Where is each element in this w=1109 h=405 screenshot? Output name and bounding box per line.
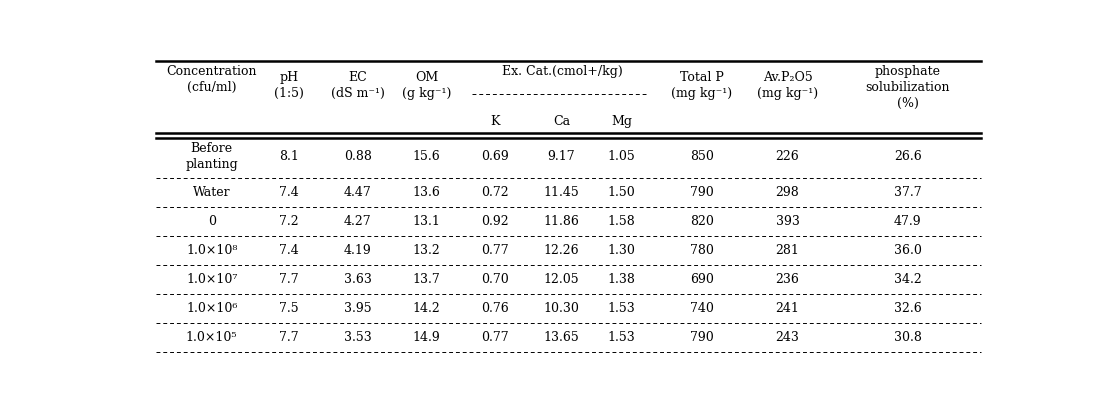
Text: EC: EC [348, 71, 367, 84]
Text: 1.53: 1.53 [608, 331, 635, 344]
Text: 7.5: 7.5 [279, 302, 298, 315]
Text: pH: pH [279, 71, 298, 84]
Text: 1.38: 1.38 [608, 273, 635, 286]
Text: 393: 393 [775, 215, 800, 228]
Text: 241: 241 [775, 302, 800, 315]
Text: Ex. Cat.(cmol+/kg): Ex. Cat.(cmol+/kg) [502, 66, 623, 79]
Text: 11.45: 11.45 [543, 186, 579, 199]
Text: 1.0×10⁷: 1.0×10⁷ [186, 273, 237, 286]
Text: 690: 690 [690, 273, 713, 286]
Text: 13.65: 13.65 [543, 331, 579, 344]
Text: 0.88: 0.88 [344, 151, 372, 164]
Text: Total P: Total P [680, 71, 723, 84]
Text: 7.2: 7.2 [279, 215, 298, 228]
Text: 1.0×10⁸: 1.0×10⁸ [186, 244, 237, 257]
Text: 26.6: 26.6 [894, 151, 922, 164]
Text: 226: 226 [775, 151, 800, 164]
Text: 0: 0 [207, 215, 215, 228]
Text: 13.6: 13.6 [413, 186, 440, 199]
Text: 790: 790 [690, 186, 713, 199]
Text: Concentration: Concentration [166, 66, 257, 79]
Text: 7.7: 7.7 [279, 331, 298, 344]
Text: 1.58: 1.58 [608, 215, 635, 228]
Text: 11.86: 11.86 [543, 215, 579, 228]
Text: 1.53: 1.53 [608, 302, 635, 315]
Text: 0.76: 0.76 [481, 302, 509, 315]
Text: 1.0×10⁶: 1.0×10⁶ [186, 302, 237, 315]
Text: Av.P₂O5: Av.P₂O5 [763, 71, 813, 84]
Text: 7.7: 7.7 [279, 273, 298, 286]
Text: 790: 790 [690, 331, 713, 344]
Text: phosphate: phosphate [875, 66, 940, 79]
Text: 4.47: 4.47 [344, 186, 372, 199]
Text: 740: 740 [690, 302, 713, 315]
Text: 3.53: 3.53 [344, 331, 372, 344]
Text: OM: OM [415, 71, 438, 84]
Text: 1.0×10⁵: 1.0×10⁵ [186, 331, 237, 344]
Text: 14.2: 14.2 [413, 302, 440, 315]
Text: 0.70: 0.70 [481, 273, 509, 286]
Text: 3.95: 3.95 [344, 302, 372, 315]
Text: 0.69: 0.69 [481, 151, 509, 164]
Text: 236: 236 [775, 273, 800, 286]
Text: Ca: Ca [553, 115, 570, 128]
Text: 820: 820 [690, 215, 713, 228]
Text: (cfu/ml): (cfu/ml) [187, 81, 236, 94]
Text: 780: 780 [690, 244, 713, 257]
Text: 0.72: 0.72 [481, 186, 509, 199]
Text: (1:5): (1:5) [274, 87, 304, 100]
Text: 3.63: 3.63 [344, 273, 372, 286]
Text: (mg kg⁻¹): (mg kg⁻¹) [671, 87, 732, 100]
Text: 34.2: 34.2 [894, 273, 922, 286]
Text: 13.1: 13.1 [413, 215, 440, 228]
Text: 12.26: 12.26 [543, 244, 579, 257]
Text: 0.77: 0.77 [481, 331, 509, 344]
Text: 14.9: 14.9 [413, 331, 440, 344]
Text: 47.9: 47.9 [894, 215, 922, 228]
Text: 0.77: 0.77 [481, 244, 509, 257]
Text: Mg: Mg [611, 115, 632, 128]
Text: 1.05: 1.05 [608, 151, 635, 164]
Text: solubilization: solubilization [866, 81, 950, 94]
Text: 30.8: 30.8 [894, 331, 922, 344]
Text: 13.7: 13.7 [413, 273, 440, 286]
Text: 243: 243 [775, 331, 800, 344]
Text: 7.4: 7.4 [279, 186, 299, 199]
Text: (dS m⁻¹): (dS m⁻¹) [330, 87, 385, 100]
Text: 1.30: 1.30 [608, 244, 635, 257]
Text: 4.27: 4.27 [344, 215, 372, 228]
Text: K: K [490, 115, 500, 128]
Text: 298: 298 [775, 186, 800, 199]
Text: 13.2: 13.2 [413, 244, 440, 257]
Text: 850: 850 [690, 151, 713, 164]
Text: 281: 281 [775, 244, 800, 257]
Text: 8.1: 8.1 [279, 151, 299, 164]
Text: 32.6: 32.6 [894, 302, 922, 315]
Text: (mg kg⁻¹): (mg kg⁻¹) [757, 87, 818, 100]
Text: 7.4: 7.4 [279, 244, 299, 257]
Text: 36.0: 36.0 [894, 244, 922, 257]
Text: 1.50: 1.50 [608, 186, 635, 199]
Text: (g kg⁻¹): (g kg⁻¹) [401, 87, 451, 100]
Text: 0.92: 0.92 [481, 215, 509, 228]
Text: Water: Water [193, 186, 231, 199]
Text: 10.30: 10.30 [543, 302, 579, 315]
Text: 4.19: 4.19 [344, 244, 372, 257]
Text: 9.17: 9.17 [548, 151, 576, 164]
Text: 15.6: 15.6 [413, 151, 440, 164]
Text: (%): (%) [897, 97, 918, 110]
Text: Before
planting: Before planting [185, 143, 238, 171]
Text: 37.7: 37.7 [894, 186, 922, 199]
Text: 12.05: 12.05 [543, 273, 579, 286]
